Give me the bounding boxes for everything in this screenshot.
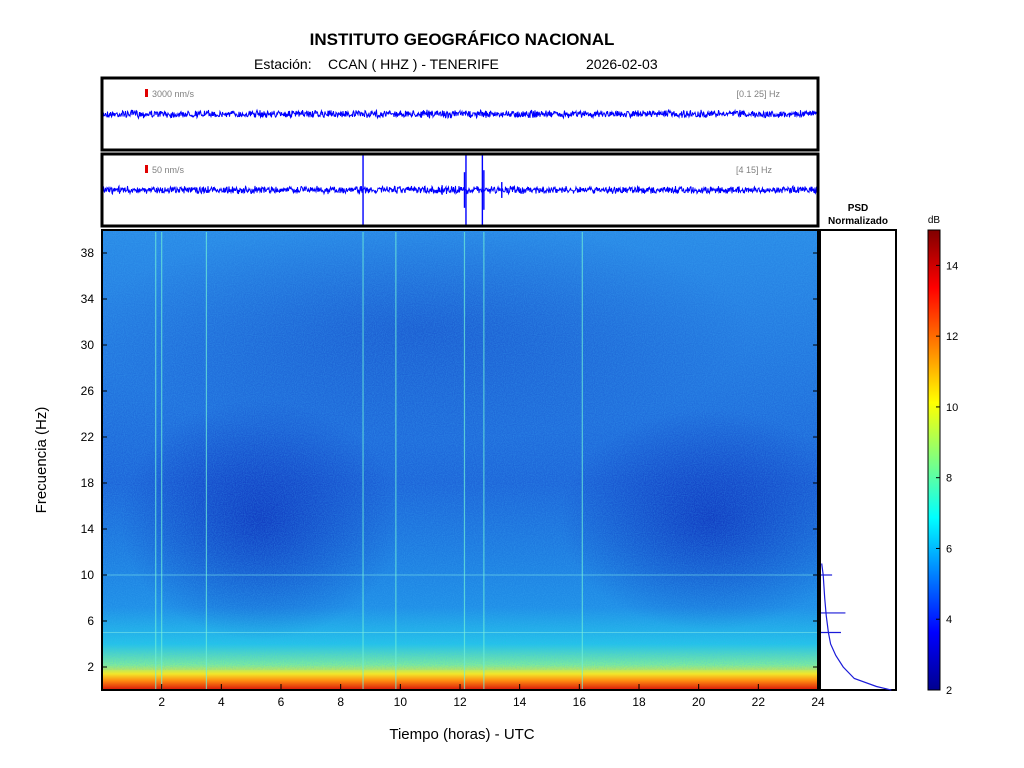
scale-label-broadband: 3000 nm/s [152,89,195,99]
y-tick-label: 38 [81,246,95,260]
x-tick-label: 8 [337,695,344,709]
colorbar-tick-label: 10 [946,402,958,414]
x-tick-label: 20 [692,695,706,709]
colorbar-tick-label: 12 [946,331,958,343]
spectrogram-noise-texture [102,230,818,670]
trace-line [102,184,818,196]
scale-label-filtered: 50 nm/s [152,165,185,175]
trace-panel-filtered: 50 nm/s [4 15] Hz [100,152,820,228]
colorbar-tick-label: 14 [946,260,958,272]
colorbar-tick-label: 2 [946,685,952,697]
x-tick-label: 12 [453,695,467,709]
psd-title-line1: PSD [848,203,869,214]
colorbar: dB 2 4 6 8 10 12 14 [927,215,958,697]
x-tick-label: 4 [218,695,225,709]
y-tick-label: 2 [87,660,94,674]
colorbar-unit: dB [928,215,941,226]
x-tick-label: 22 [752,695,766,709]
x-axis-label: Tiempo (horas) - UTC [389,726,534,743]
x-tick-label: 2 [158,695,165,709]
date-label: 2026-02-03 [586,56,658,72]
x-tick-label: 14 [513,695,527,709]
y-axis-label: Frecuencia (Hz) [33,407,50,514]
colorbar-tick-label: 8 [946,473,952,485]
x-tick-label: 24 [811,695,825,709]
colorbar-tick-label: 6 [946,543,952,555]
x-tick-label: 6 [278,695,285,709]
y-tick-label: 14 [81,522,95,536]
y-tick-label: 18 [81,476,95,490]
scale-bar-broadband [145,89,148,97]
band-label-filtered: [4 15] Hz [736,165,773,175]
trace-line [102,108,818,120]
y-tick-label: 10 [81,568,95,582]
scale-bar-filtered [145,165,148,173]
spectrogram-panel: 2 4 6 8 10 12 14 16 18 20 22 24 261014182226303438 … [33,229,825,743]
y-tick-label: 6 [87,614,94,628]
x-tick-label: 16 [573,695,587,709]
x-tick-label: 10 [394,695,408,709]
y-tick-label: 22 [81,430,95,444]
institution-title: INSTITUTO GEOGRÁFICO NACIONAL [310,30,615,49]
trace-panel-broadband: 3000 nm/s [0.1 25] Hz [100,76,820,152]
y-tick-label: 26 [81,384,95,398]
psd-title-line2: Normalizado [828,216,888,227]
psd-curve [821,563,892,691]
colorbar-tick-label: 4 [946,614,952,626]
band-label-broadband: [0.1 25] Hz [736,89,780,99]
y-tick-label: 34 [81,292,95,306]
station-name: CCAN ( HHZ ) - TENERIFE [328,56,499,72]
psd-panel: PSD Normalizado [819,203,897,691]
y-tick-label: 30 [81,338,95,352]
colorbar-gradient [927,229,941,691]
station-prefix: Estación: [254,56,312,72]
x-tick-label: 18 [632,695,646,709]
